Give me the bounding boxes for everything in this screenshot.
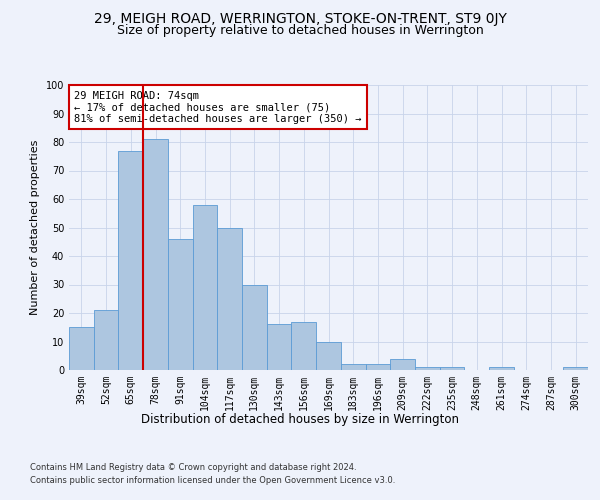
Bar <box>316 342 341 370</box>
Text: Contains public sector information licensed under the Open Government Licence v3: Contains public sector information licen… <box>30 476 395 485</box>
Text: Distribution of detached houses by size in Werrington: Distribution of detached houses by size … <box>141 412 459 426</box>
Bar <box>292 322 316 370</box>
Bar <box>415 367 440 370</box>
Bar <box>94 310 118 370</box>
Text: Size of property relative to detached houses in Werrington: Size of property relative to detached ho… <box>116 24 484 37</box>
Bar <box>563 367 588 370</box>
Bar <box>365 364 390 370</box>
Text: Contains HM Land Registry data © Crown copyright and database right 2024.: Contains HM Land Registry data © Crown c… <box>30 462 356 471</box>
Bar <box>341 364 365 370</box>
Bar <box>390 358 415 370</box>
Bar <box>242 284 267 370</box>
Bar <box>69 327 94 370</box>
Bar <box>118 150 143 370</box>
Y-axis label: Number of detached properties: Number of detached properties <box>30 140 40 315</box>
Text: 29 MEIGH ROAD: 74sqm
← 17% of detached houses are smaller (75)
81% of semi-detac: 29 MEIGH ROAD: 74sqm ← 17% of detached h… <box>74 90 362 124</box>
Bar <box>267 324 292 370</box>
Bar <box>193 204 217 370</box>
Bar <box>489 367 514 370</box>
Bar <box>168 239 193 370</box>
Text: 29, MEIGH ROAD, WERRINGTON, STOKE-ON-TRENT, ST9 0JY: 29, MEIGH ROAD, WERRINGTON, STOKE-ON-TRE… <box>94 12 506 26</box>
Bar <box>217 228 242 370</box>
Bar <box>143 139 168 370</box>
Bar <box>440 367 464 370</box>
